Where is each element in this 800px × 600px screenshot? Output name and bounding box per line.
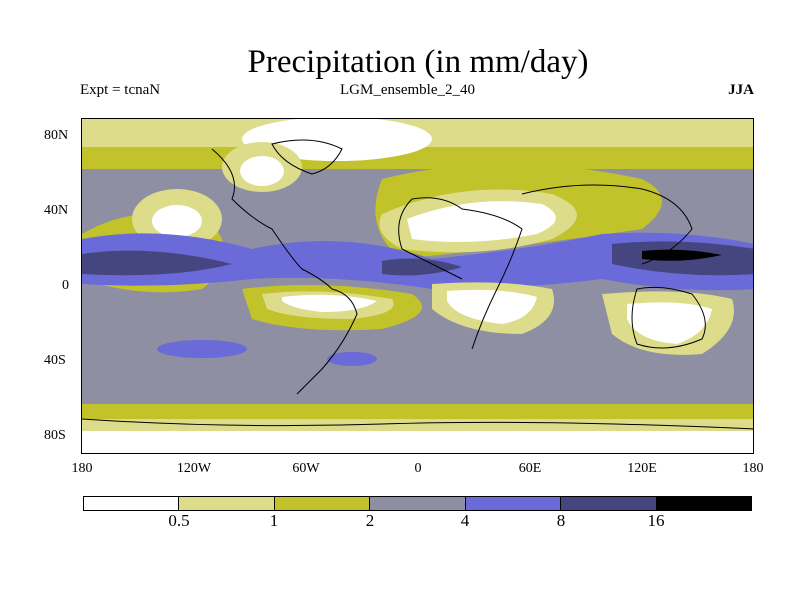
lon-tick: 0	[414, 461, 422, 476]
colorbar-segment	[274, 497, 371, 510]
colorbar-label: 2	[365, 511, 375, 530]
precipitation-map	[81, 118, 754, 454]
lat-tick: 40N	[44, 203, 69, 218]
colorbar-segment	[84, 497, 180, 510]
lat-tick: 80S	[44, 428, 66, 443]
map-title: Precipitation (in mm/day)	[247, 44, 589, 80]
lat-tick: 0	[62, 278, 69, 293]
colorbar-label: 16	[647, 511, 665, 530]
colorbar-label: 1	[269, 511, 279, 530]
colorbar-segment	[179, 497, 275, 510]
colorbar-segment	[370, 497, 466, 510]
lat-tick: 80N	[44, 128, 69, 143]
experiment-label: Expt = tcnaN	[80, 82, 161, 98]
colorbar-label: 4	[460, 511, 470, 530]
lon-tick: 120E	[627, 461, 657, 476]
map-field	[82, 119, 753, 453]
lon-tick: 180	[742, 461, 764, 476]
colorbar-segment	[465, 497, 562, 510]
colorbar-label: 8	[556, 511, 566, 530]
lon-tick: 60W	[292, 461, 320, 476]
season-label: JJA	[728, 82, 754, 98]
colorbar-segment	[656, 497, 751, 510]
lat-tick: 40S	[44, 353, 66, 368]
lon-tick: 120W	[176, 461, 212, 476]
colorbar	[83, 496, 752, 511]
lon-tick: 180	[71, 461, 93, 476]
colorbar-label: 0.5	[168, 511, 190, 530]
lon-tick: 60E	[518, 461, 542, 476]
colorbar-segment	[561, 497, 657, 510]
ensemble-label: LGM_ensemble_2_40	[340, 82, 475, 98]
